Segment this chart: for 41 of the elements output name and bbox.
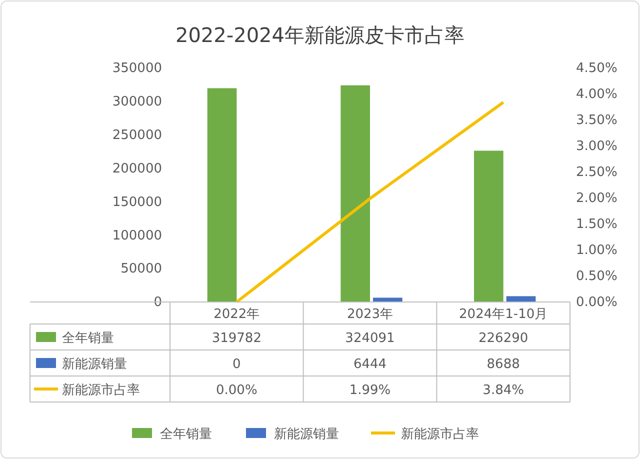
y2-tick-label: 4.50% [576, 61, 618, 76]
text: 全年销量 [160, 427, 212, 442]
data-label: 6444 [353, 357, 387, 372]
y2-tick-label: 2.50% [576, 165, 618, 180]
bar [506, 296, 536, 302]
y2-tick-label: 0.00% [576, 295, 618, 310]
data-label: 3.84% [482, 383, 524, 398]
data-label: 226290 [478, 331, 528, 346]
bar [474, 150, 504, 302]
bar [373, 298, 402, 302]
data-label: 0.00% [216, 383, 258, 398]
bar [207, 88, 237, 302]
text: 新能源市占率 [62, 383, 140, 398]
data-label: 8688 [486, 357, 520, 372]
y2-tick-label: 1.50% [576, 217, 618, 232]
data-label: 0 [232, 357, 241, 372]
data-label: 1.99% [349, 383, 391, 398]
y-tick-label: 100000 [112, 228, 162, 244]
y-tick-label: 50000 [120, 262, 162, 277]
y2-tick-label: 4.00% [576, 87, 618, 102]
y2-tick-label: 3.50% [576, 113, 618, 128]
y-tick-label: 200000 [112, 161, 162, 176]
y-tick-label: 150000 [112, 194, 162, 210]
data-label: 324091 [345, 331, 395, 346]
text: 新能源销量 [62, 357, 127, 372]
y2-tick-label: 3.00% [576, 139, 618, 154]
x-tick-label: 2022年 [214, 307, 260, 322]
y2-tick-label: 1.00% [576, 243, 618, 258]
y-tick-label: 300000 [112, 94, 162, 110]
x-tick-label: 2024年1-10月 [459, 307, 548, 322]
bar [340, 85, 370, 302]
y2-tick-label: 2.00% [576, 191, 618, 206]
legend-label: 新能源市占率 [401, 426, 479, 442]
y2-tick-label: 0.50% [576, 269, 618, 284]
legend-label: 全年销量 [62, 331, 114, 346]
data-label: 319782 [212, 331, 262, 346]
chart-title: 2022-2024年新能源皮卡市占率 [175, 23, 465, 47]
legend-label: 新能源销量 [274, 427, 339, 442]
y-tick-label: 350000 [112, 61, 162, 76]
y-tick-label: 250000 [112, 128, 162, 144]
x-tick-label: 2023年 [346, 307, 394, 322]
